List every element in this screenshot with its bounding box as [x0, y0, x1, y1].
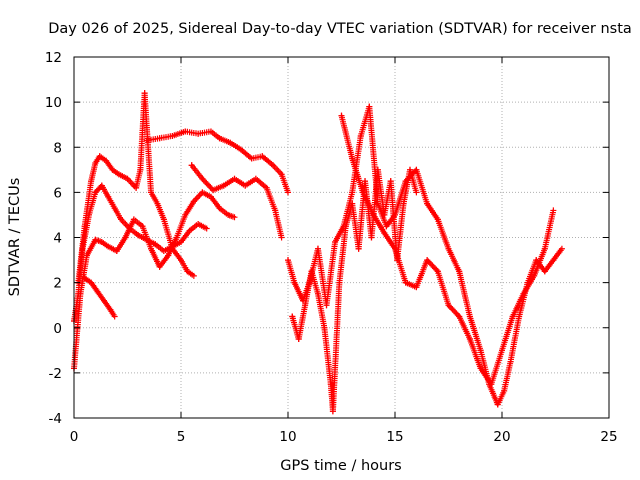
y-tick-label: -4 [49, 411, 62, 427]
y-tick-label: 6 [53, 185, 62, 201]
series-track-8 [285, 103, 565, 408]
series-markers [81, 275, 117, 318]
x-tick-label: 5 [177, 429, 186, 445]
y-tick-label: 8 [53, 140, 62, 156]
y-tick-label: 2 [53, 276, 62, 292]
series-markers [143, 128, 291, 194]
series-markers [188, 162, 285, 239]
x-tick-label: 15 [386, 429, 403, 445]
x-tick-label: 0 [70, 429, 79, 445]
x-tick-label: 10 [279, 429, 296, 445]
series-track-9 [338, 112, 557, 388]
y-tick-label: 0 [53, 321, 62, 337]
y-tick-label: -2 [49, 366, 62, 382]
y-axis-label: SDTVAR / TECUs [7, 178, 23, 297]
series-track-3 [75, 90, 197, 286]
x-axis-label: GPS time / hours [280, 458, 401, 474]
x-tick-label: 20 [493, 429, 510, 445]
y-tick-label: 12 [45, 50, 62, 66]
x-tick-label: 25 [600, 429, 617, 445]
series-track-5 [143, 128, 291, 196]
y-tick-label: 10 [45, 95, 62, 111]
y-tick-label: 4 [53, 231, 62, 247]
axis-ticks: -4 -2 0 2 4 6 8 10 12 0 5 10 15 20 25 [45, 50, 618, 445]
series-track-6 [188, 162, 285, 241]
series-markers [338, 112, 556, 388]
data-points [71, 90, 565, 415]
chart-title: Day 026 of 2025, Sidereal Day-to-day VTE… [48, 21, 632, 37]
series-track-4 [81, 275, 118, 320]
